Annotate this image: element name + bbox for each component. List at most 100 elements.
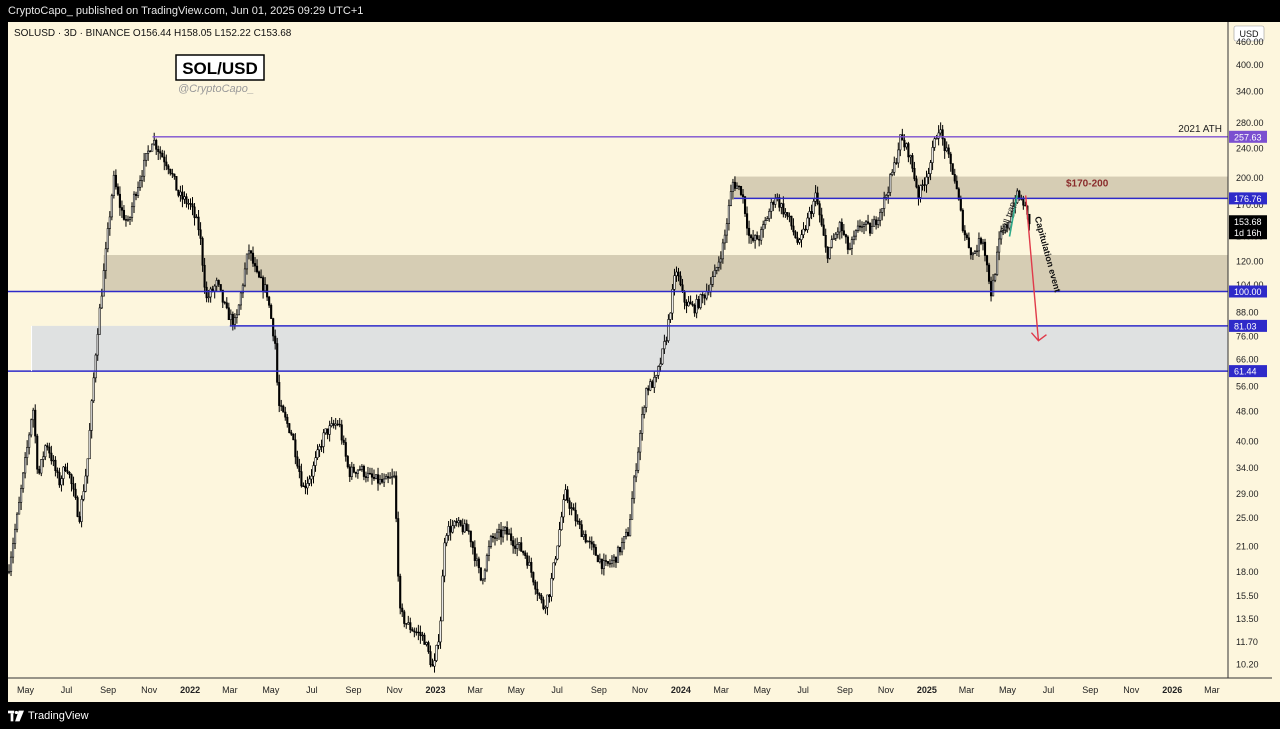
- candle-body-282: [576, 520, 579, 522]
- candle-body-160: [330, 423, 333, 427]
- candle-body-477: [969, 247, 972, 256]
- candle-body-466: [947, 147, 950, 155]
- candle-body-9: [26, 447, 29, 458]
- tradingview-logo[interactable]: TradingView: [8, 710, 89, 722]
- candle-body-212: [435, 644, 438, 661]
- candle-body-461: [937, 132, 940, 139]
- candle-body-40: [88, 430, 91, 460]
- candle-body-484: [983, 241, 987, 256]
- candle-body-79: [167, 165, 170, 170]
- candle-body-296: [604, 560, 607, 562]
- candle-body-118: [245, 253, 249, 270]
- candle-body-109: [227, 307, 230, 321]
- candle-body-31: [70, 474, 73, 485]
- candle-body-59: [126, 219, 130, 221]
- capitulation-arrow-shaft: [1024, 195, 1040, 341]
- y-tick-label-21: 15.50: [1236, 591, 1259, 601]
- candle-body-156: [322, 432, 325, 447]
- candle-body-58: [124, 219, 128, 221]
- candle-body-66: [141, 175, 144, 181]
- candle-body-263: [538, 593, 541, 596]
- candle-body-129: [268, 296, 271, 306]
- candle-body-431: [877, 220, 880, 225]
- candle-body-1: [9, 556, 13, 572]
- candle-body-489: [994, 274, 997, 281]
- candle-body-460: [935, 138, 938, 140]
- candle-body-457: [929, 162, 932, 174]
- candle-body-259: [530, 561, 533, 573]
- symbol-line: SOLUSD · 3D · BINANCE O156.44 H158.05 L1…: [14, 28, 292, 39]
- x-tick-label-13: Jul: [551, 685, 563, 695]
- candle-body-256: [524, 552, 527, 556]
- candle-body-329: [671, 289, 674, 314]
- y-tick-label-18: 25.00: [1236, 513, 1259, 523]
- candle-body-196: [403, 611, 406, 624]
- candle-body-250: [512, 540, 515, 547]
- candle-body-266: [544, 606, 547, 609]
- x-tick-label-22: 2025: [917, 685, 937, 695]
- candle-body-107: [223, 301, 226, 304]
- current-countdown-text: 1d 16h: [1234, 228, 1262, 238]
- candle-body-271: [554, 558, 557, 564]
- candle-body-411: [836, 231, 839, 235]
- level-tag-text-2: 100.00: [1234, 287, 1262, 297]
- candle-body-399: [812, 200, 815, 214]
- candle-body-506: [1028, 213, 1031, 225]
- candle-body-396: [806, 217, 809, 230]
- candle-body-185: [380, 478, 384, 483]
- candle-body-193: [397, 518, 400, 577]
- candle-body-404: [822, 224, 825, 236]
- candle-body-479: [973, 251, 976, 254]
- candle-body-394: [802, 228, 805, 236]
- candle-body-67: [143, 159, 146, 177]
- candle-body-30: [68, 472, 71, 475]
- candle-body-469: [953, 174, 956, 182]
- watermark-box: [175, 54, 265, 81]
- candle-body-248: [508, 533, 511, 535]
- candle-body-87: [183, 196, 186, 200]
- candle-body-306: [624, 531, 628, 537]
- candle-body-258: [528, 561, 531, 566]
- candle-body-421: [856, 225, 860, 231]
- candle-body-291: [594, 546, 597, 556]
- candle-body-206: [423, 634, 426, 645]
- candle-body-34: [76, 497, 79, 517]
- zone-0: [733, 176, 1228, 199]
- candle-body-111: [231, 313, 234, 325]
- candle-body-305: [622, 536, 626, 543]
- candle-body-378: [770, 202, 773, 212]
- candle-body-423: [860, 226, 864, 228]
- candle-body-229: [469, 530, 472, 543]
- x-tick-label-4: 2022: [180, 685, 200, 695]
- candle-body-377: [768, 211, 771, 219]
- candle-body-245: [501, 530, 505, 538]
- current-price-text: 153.68: [1234, 217, 1262, 227]
- candle-body-417: [848, 248, 851, 250]
- candle-body-201: [413, 630, 416, 633]
- candle-body-451: [917, 186, 920, 198]
- candle-body-478: [971, 253, 974, 256]
- candle-body-204: [419, 631, 422, 636]
- candle-body-491: [998, 238, 1001, 253]
- x-tick-label-24: May: [999, 685, 1017, 695]
- candle-body-23: [54, 459, 57, 471]
- candle-body-228: [467, 530, 470, 532]
- candle-body-262: [536, 588, 539, 594]
- candle-body-10: [28, 434, 31, 448]
- candle-body-177: [364, 476, 368, 478]
- candle-body-418: [850, 239, 853, 249]
- candle-body-437: [889, 174, 892, 193]
- candle-body-330: [673, 275, 676, 290]
- candle-body-286: [584, 534, 587, 543]
- y-tick-label-24: 10.20: [1236, 660, 1259, 670]
- candle-body-338: [689, 301, 692, 305]
- candle-body-97: [203, 264, 206, 288]
- candle-body-328: [669, 312, 672, 320]
- candle-body-462: [939, 129, 942, 134]
- candle-body-416: [846, 236, 849, 250]
- candle-body-335: [683, 291, 686, 303]
- candle-body-464: [943, 138, 946, 152]
- candle-body-99: [207, 296, 210, 299]
- candle-body-95: [199, 229, 202, 239]
